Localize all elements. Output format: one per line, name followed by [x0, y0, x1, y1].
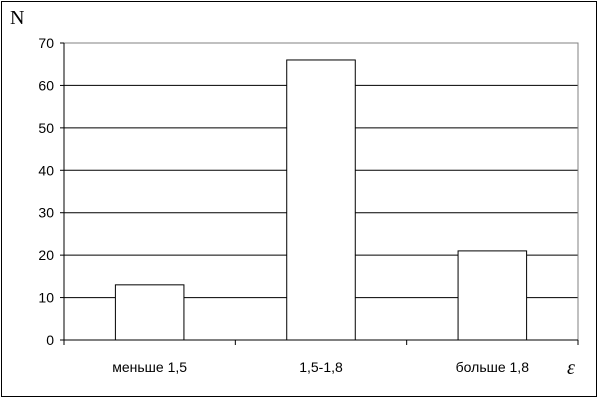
- y-tick-label: 70: [38, 35, 54, 51]
- y-axis-title: N: [10, 7, 24, 29]
- y-tick-label: 0: [46, 332, 54, 348]
- bar: [457, 250, 528, 341]
- bars: [114, 59, 528, 341]
- x-category-label: меньше 1,5: [112, 359, 187, 375]
- x-axis-title: ε: [567, 357, 575, 379]
- y-tick-label: 50: [38, 120, 54, 136]
- x-category-label: 1,5-1,8: [299, 359, 343, 375]
- y-tick-labels: 0 10 20 30 40 50 60 70: [38, 35, 54, 348]
- y-tick-label: 20: [38, 247, 54, 263]
- y-tick-label: 60: [38, 77, 54, 93]
- y-tick-label: 40: [38, 162, 54, 178]
- axes: [60, 42, 579, 345]
- bar: [114, 284, 185, 341]
- y-tick-label: 30: [38, 205, 54, 221]
- x-category-labels: меньше 1,5 1,5-1,8 больше 1,8: [112, 359, 529, 375]
- bar: [286, 59, 356, 341]
- y-tick-label: 10: [38, 290, 54, 306]
- x-category-label: больше 1,8: [456, 359, 530, 375]
